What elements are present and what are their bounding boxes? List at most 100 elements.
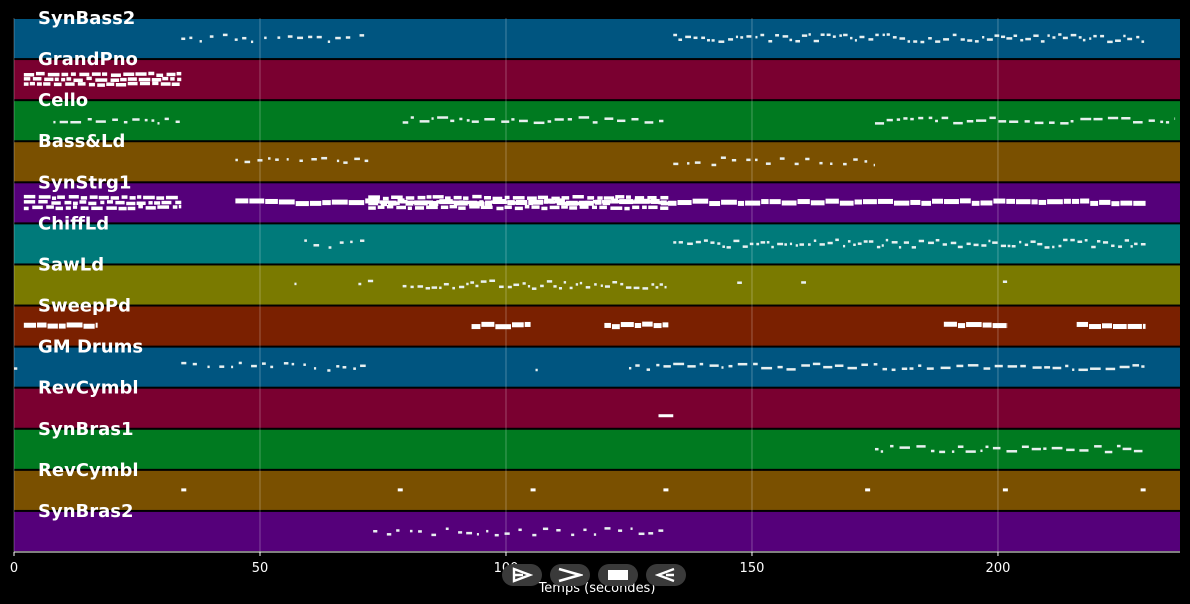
note-mark: [777, 365, 783, 369]
note-mark: [1071, 198, 1080, 204]
note-mark: [1038, 199, 1047, 205]
note-mark: [1136, 35, 1140, 39]
note-mark: [170, 77, 175, 81]
note-mark: [950, 241, 957, 245]
note-mark: [286, 158, 289, 161]
note-mark: [148, 71, 155, 76]
note-mark: [138, 77, 151, 82]
note-mark: [648, 205, 658, 210]
note-mark: [449, 204, 458, 209]
note-mark: [328, 246, 332, 249]
note-mark: [359, 34, 365, 37]
note-mark: [481, 321, 495, 327]
note-mark: [766, 241, 770, 244]
note-mark: [38, 199, 48, 204]
note-mark: [789, 242, 793, 246]
note-mark: [626, 195, 631, 199]
note-mark: [365, 198, 380, 204]
play-reverse-button[interactable]: [646, 564, 686, 586]
note-mark: [354, 157, 360, 161]
note-mark: [864, 160, 868, 163]
note-mark: [181, 488, 187, 492]
note-mark: [1133, 449, 1143, 453]
note-mark: [693, 36, 698, 40]
note-mark: [72, 201, 78, 206]
note-mark: [219, 365, 225, 368]
note-mark: [1044, 366, 1051, 369]
note-mark: [144, 118, 148, 122]
stop-button[interactable]: [598, 564, 638, 586]
note-mark: [911, 246, 916, 249]
note-mark: [579, 281, 583, 285]
note-mark: [648, 532, 654, 535]
note-mark: [70, 120, 82, 124]
note-mark: [367, 279, 374, 283]
track-label: GrandPno: [38, 49, 138, 70]
note-mark: [901, 367, 908, 371]
note-mark: [129, 196, 136, 200]
note-mark: [36, 82, 42, 86]
note-mark: [928, 116, 933, 120]
note-mark: [617, 119, 626, 123]
note-mark: [957, 445, 964, 448]
note-mark: [132, 118, 140, 121]
note-mark: [642, 287, 649, 290]
note-mark: [794, 162, 799, 166]
note-mark: [79, 200, 87, 204]
note-mark: [939, 450, 946, 454]
forward-button[interactable]: [550, 564, 590, 586]
note-mark: [604, 322, 611, 328]
note-mark: [768, 40, 773, 43]
note-mark: [35, 71, 45, 76]
note-mark: [59, 120, 68, 124]
note-mark: [231, 365, 234, 369]
note-mark: [23, 73, 35, 77]
track-lane: [14, 19, 1180, 59]
note-mark: [313, 367, 317, 370]
note-mark: [494, 533, 499, 537]
note-mark: [1077, 240, 1083, 243]
play-outline-button[interactable]: [502, 564, 542, 586]
note-mark: [561, 205, 568, 209]
note-mark: [981, 244, 987, 247]
note-mark: [769, 199, 781, 205]
note-mark: [283, 362, 289, 365]
note-mark: [1118, 245, 1123, 248]
note-mark: [402, 121, 409, 124]
note-mark: [91, 206, 103, 211]
note-mark: [70, 72, 76, 76]
note-mark: [988, 239, 991, 243]
note-mark: [542, 527, 549, 531]
note-mark: [437, 116, 449, 119]
note-mark: [531, 205, 540, 209]
note-mark: [760, 33, 765, 37]
note-mark: [1105, 367, 1116, 371]
note-mark: [1160, 120, 1164, 124]
note-mark: [749, 242, 754, 246]
note-marks: [14, 33, 1176, 537]
note-mark: [943, 38, 950, 41]
note-mark: [499, 285, 504, 289]
note-mark: [175, 120, 180, 124]
note-mark: [662, 322, 669, 328]
note-mark: [164, 117, 169, 121]
note-mark: [504, 195, 510, 200]
note-mark: [1142, 323, 1146, 329]
note-mark: [391, 195, 403, 200]
note-mark: [619, 199, 634, 205]
note-mark: [604, 527, 611, 530]
note-mark: [396, 529, 400, 532]
note-mark: [843, 244, 846, 248]
note-mark: [1043, 447, 1047, 450]
note-mark: [707, 38, 710, 42]
note-mark: [875, 33, 879, 37]
note-mark: [777, 242, 784, 246]
track-label: GM Drums: [38, 337, 143, 358]
note-mark: [422, 200, 434, 204]
note-mark: [53, 82, 62, 87]
note-mark: [1119, 365, 1130, 369]
note-mark: [886, 118, 893, 122]
note-mark: [1058, 33, 1062, 36]
note-mark: [343, 161, 348, 164]
note-mark: [935, 238, 940, 242]
